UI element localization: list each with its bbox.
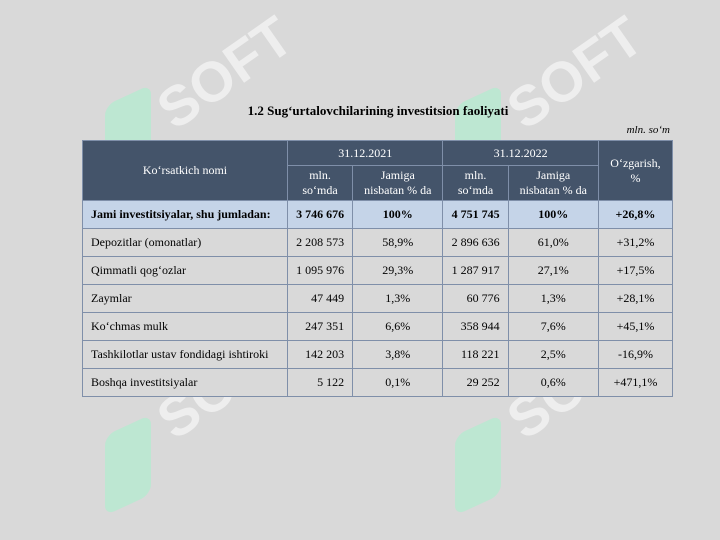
table-cell: 29,3% bbox=[352, 256, 444, 285]
table-row: Qimmatli qog‘ozlar 1 095 976 29,3% 1 287 91… bbox=[82, 256, 674, 285]
header-cell: Ko‘rsatkich nomi bbox=[82, 140, 288, 201]
table-cell: 118 221 bbox=[442, 340, 509, 369]
table-cell: 100% bbox=[507, 200, 599, 229]
table-cell: 7,6% bbox=[507, 312, 599, 341]
table-cell: 3,8% bbox=[352, 340, 444, 369]
table-cell: 247 351 bbox=[286, 312, 354, 341]
table-cell: 47 449 bbox=[286, 284, 354, 313]
table-cell: 2 208 573 bbox=[286, 228, 354, 257]
table-cell: 58,9% bbox=[352, 228, 444, 257]
table-cell: 1,3% bbox=[507, 284, 599, 313]
table-cell: 358 944 bbox=[442, 312, 509, 341]
table-cell: 0,1% bbox=[352, 368, 444, 397]
table-body: Jami investitsiyalar, shu jumladan: 3 746… bbox=[82, 200, 674, 397]
table-cell: 60 776 bbox=[442, 284, 509, 313]
table-cell: 1 287 917 bbox=[442, 256, 509, 285]
table: Ko‘rsatkich nomi 31.12.2021 31.12.2022 O… bbox=[82, 140, 674, 397]
header-cell: mln. so‘mda bbox=[442, 165, 509, 201]
header-cell: mln. so‘mda bbox=[286, 165, 354, 201]
table-cell: +45,1% bbox=[597, 312, 674, 341]
table-cell: Tashkilotlar ustav fondidagi ishtiroki bbox=[82, 340, 288, 369]
table-cell: Jami investitsiyalar, shu jumladan: bbox=[82, 200, 288, 229]
table-row: Depozitlar (omonatlar) 2 208 573 58,9% 2 89… bbox=[82, 228, 674, 257]
header-cell: 31.12.2021 bbox=[286, 140, 444, 166]
table-cell: +471,1% bbox=[597, 368, 674, 397]
table-cell: Ko‘chmas mulk bbox=[82, 312, 288, 341]
table-cell: -16,9% bbox=[597, 340, 674, 369]
title: 1.2 Sug‘urtalovchilarining investitsion … bbox=[247, 103, 509, 118]
table-cell: 5 122 bbox=[286, 368, 354, 397]
table-cell: +28,1% bbox=[597, 284, 674, 313]
table-cell: +17,5% bbox=[597, 256, 674, 285]
header-cell: 31.12.2022 bbox=[442, 140, 599, 166]
table-cell: 4 751 745 bbox=[442, 200, 509, 229]
table-cell: 29 252 bbox=[442, 368, 509, 397]
unit: mln. so‘m bbox=[626, 124, 670, 136]
watermark: SOFT bbox=[495, 3, 654, 142]
table-cell: Boshqa investitsiyalar bbox=[82, 368, 288, 397]
table-cell: +26,8% bbox=[597, 200, 674, 229]
table-cell: Qimmatli qog‘ozlar bbox=[82, 256, 288, 285]
table-cell: Zaymlar bbox=[82, 284, 288, 313]
table-cell: 27,1% bbox=[507, 256, 599, 285]
table-cell: +31,2% bbox=[597, 228, 674, 257]
table-row: Zaymlar 47 449 1,3% 60 776 1,3% +28,1% bbox=[82, 284, 674, 313]
table-cell: 2,5% bbox=[507, 340, 599, 369]
table-cell: 61,0% bbox=[507, 228, 599, 257]
table-row: Jami investitsiyalar, shu jumladan: 3 746… bbox=[82, 200, 674, 229]
table-cell: 3 746 676 bbox=[286, 200, 354, 229]
table-cell: 1 095 976 bbox=[286, 256, 354, 285]
table-cell: 142 203 bbox=[286, 340, 354, 369]
header-cell: Jamiga nisbatan % da bbox=[507, 165, 599, 201]
table-row: Tashkilotlar ustav fondidagi ishtiroki 14… bbox=[82, 340, 674, 369]
watermark: SOFT bbox=[145, 3, 304, 142]
table-row: Boshqa investitsiyalar 5 122 0,1% 29 252 0,6… bbox=[82, 368, 674, 397]
table-cell: 1,3% bbox=[352, 284, 444, 313]
table-cell: 100% bbox=[352, 200, 444, 229]
table-row: Ko‘chmas mulk 247 351 6,6% 358 944 7,6% +45,1… bbox=[82, 312, 674, 341]
header-cell: Jamiga nisbatan % da bbox=[352, 165, 444, 201]
table-cell: 2 896 636 bbox=[442, 228, 509, 257]
header-cell: O‘zgarish, % bbox=[597, 140, 674, 201]
logo bbox=[455, 414, 501, 516]
table-cell: Depozitlar (omonatlar) bbox=[82, 228, 288, 257]
table-cell: 0,6% bbox=[507, 368, 599, 397]
logo bbox=[105, 414, 151, 516]
table-cell: 6,6% bbox=[352, 312, 444, 341]
